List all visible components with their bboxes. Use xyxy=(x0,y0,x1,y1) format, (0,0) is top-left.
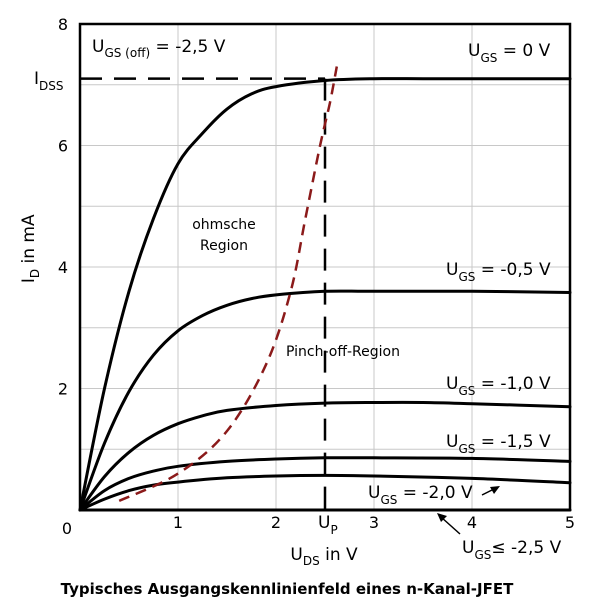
x-tick-label: 5 xyxy=(565,513,575,532)
curve-label-ugs-minus-2-0: UGS = -2,0 V xyxy=(368,483,473,507)
output-curve xyxy=(78,77,572,512)
arrow-head-ugs-le-minus-2-5 xyxy=(437,513,447,522)
output-curve xyxy=(78,473,572,512)
chart-title: Typisches Ausgangskennlinienfeld eines n… xyxy=(61,580,514,598)
curve-label-ugs-minus-0-5: UGS = -0,5 V xyxy=(446,260,551,284)
y-tick-label: 6 xyxy=(58,137,68,156)
pinch-off-boundary-curve xyxy=(118,66,339,503)
plot-frame xyxy=(78,22,572,512)
output-curve xyxy=(78,289,572,512)
arrow-head-ugs-minus-2-0 xyxy=(490,486,500,494)
x-tick-label: 1 xyxy=(173,513,183,532)
ohmic-region-label-line1: ohmsche xyxy=(192,217,256,233)
label-arrows xyxy=(437,486,500,535)
arrow-ugs-le-minus-2-5 xyxy=(440,516,461,535)
curve-label-ugs-0: UGS = 0 V xyxy=(468,41,551,65)
curve-label-ugs-le-minus-2-5: UGS≤ -2,5 V xyxy=(462,538,562,562)
x-tick-label: 2 xyxy=(271,513,281,532)
up-label: UP xyxy=(318,513,338,537)
y-tick-label: 8 xyxy=(58,15,68,34)
curve-label-ugs-minus-1-5: UGS = -1,5 V xyxy=(446,432,551,456)
x-axis-label: UDS in V xyxy=(290,545,358,568)
x-tick-label: 0 xyxy=(62,519,72,538)
curve-label-ugs-minus-1-0: UGS = -1,0 V xyxy=(446,374,551,398)
ugs-off-label: UGS (off) = -2,5 V xyxy=(92,37,226,60)
y-tick-label: 4 xyxy=(58,258,68,277)
ohmic-region-label-line2: Region xyxy=(200,238,248,254)
y-axis-label: ID in mA xyxy=(19,214,42,283)
output-curve xyxy=(78,456,572,512)
idss-label: IDSS xyxy=(34,69,64,93)
x-tick-label: 4 xyxy=(467,513,477,532)
tick-labels: 0 1 2 3 4 5 2 4 6 8 xyxy=(58,15,575,538)
helper-lines xyxy=(80,66,339,510)
y-tick-label: 2 xyxy=(58,380,68,399)
output-curve xyxy=(78,400,572,512)
pinch-off-region-label: Pinch-off-Region xyxy=(286,344,400,360)
x-tick-label: 3 xyxy=(369,513,379,532)
